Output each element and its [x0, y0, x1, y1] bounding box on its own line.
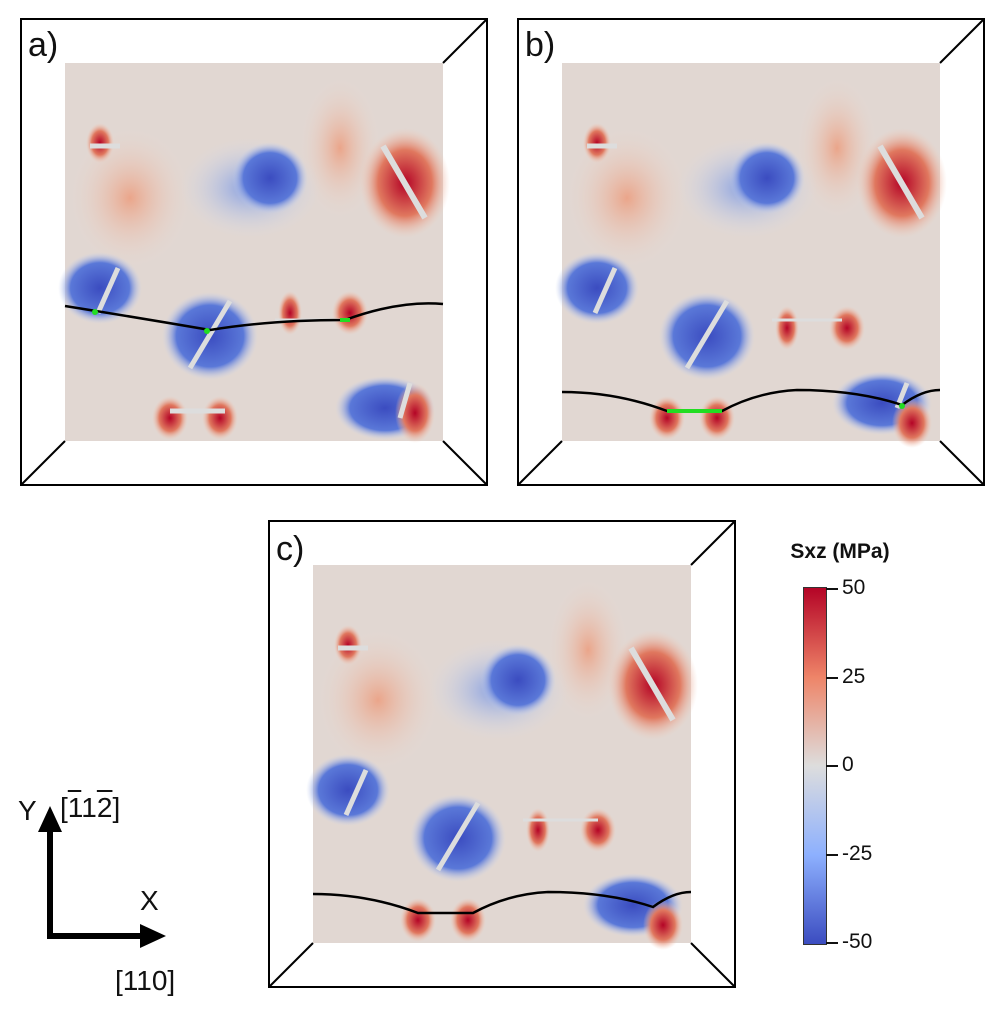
coordinate-axes: Y [112] X [110] — [0, 770, 230, 1020]
panel-a-frame — [20, 18, 488, 486]
panel-c-label: c) — [274, 530, 307, 568]
dislocation-line — [561, 388, 941, 413]
y-axis-label: Y — [18, 795, 37, 826]
colorbar-tick — [826, 942, 838, 944]
panel-a-label: a) — [26, 26, 61, 64]
panel-c: c) — [268, 520, 736, 988]
panel-b-label: b) — [523, 26, 558, 64]
colorbar-title: Sxz (MPa) — [790, 540, 890, 563]
colorbar-tick — [826, 677, 838, 679]
x-axis-direction: [110] — [115, 965, 176, 996]
colorbar-tick — [826, 854, 838, 856]
axes-arrows — [38, 806, 166, 948]
colorbar-tick-label: 50 — [842, 576, 866, 599]
colorbar-tick-label: 0 — [842, 753, 854, 776]
colorbar-tick-label: -50 — [842, 930, 873, 953]
colorbar-tick-label: 25 — [842, 665, 866, 688]
colorbar-tick — [826, 588, 838, 590]
dislocation-line — [64, 302, 444, 332]
panel-a: a) — [20, 18, 488, 486]
y-axis-direction: [112] — [60, 792, 121, 823]
colorbar-tick-label: -25 — [842, 842, 873, 865]
panel-c-frame — [268, 520, 736, 988]
colorbar-tick — [826, 765, 838, 767]
x-axis-label: X — [140, 885, 159, 916]
colorbar: Sxz (MPa) 50 25 0 -25 -50 — [770, 540, 990, 960]
panel-b-frame — [517, 18, 985, 486]
colorbar-gradient — [803, 587, 827, 945]
dislocation-line — [312, 890, 692, 915]
panel-b: b) — [517, 18, 985, 486]
